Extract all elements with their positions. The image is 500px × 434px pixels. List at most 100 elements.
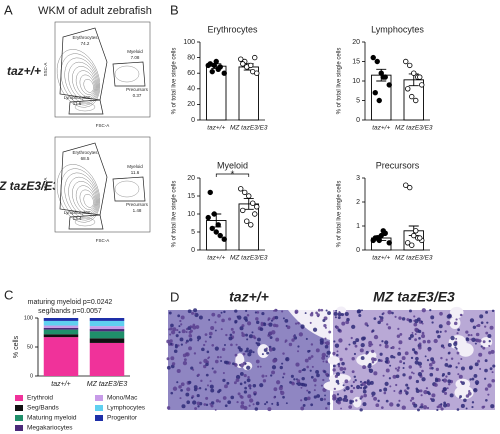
- nucleus: [359, 348, 364, 353]
- nucleus: [198, 387, 202, 390]
- nucleus: [480, 321, 484, 325]
- nucleus: [444, 330, 447, 333]
- nucleus: [230, 327, 234, 331]
- nucleus: [470, 338, 473, 341]
- y-tick-label: 0: [191, 117, 195, 124]
- nucleus: [417, 371, 423, 377]
- nucleus: [371, 391, 376, 396]
- nucleus: [185, 339, 189, 343]
- nucleus: [445, 375, 448, 378]
- data-point: [409, 242, 415, 248]
- gate: [112, 61, 146, 87]
- nucleus: [301, 382, 306, 387]
- nucleus: [221, 318, 225, 323]
- nucleus: [380, 406, 384, 410]
- nucleus: [311, 365, 314, 368]
- nucleus: [257, 365, 260, 368]
- nucleus: [176, 368, 181, 374]
- nucleus: [349, 399, 353, 403]
- nucleus: [396, 403, 400, 407]
- data-point: [411, 232, 417, 239]
- nucleus: [275, 337, 280, 342]
- nucleus: [447, 383, 451, 386]
- nucleus: [350, 384, 353, 388]
- nucleus: [384, 381, 389, 386]
- nucleus: [314, 384, 317, 387]
- data-point: [380, 74, 386, 80]
- nucleus: [243, 316, 248, 321]
- nucleus: [276, 380, 281, 385]
- nucleus: [243, 405, 248, 411]
- nucleus: [281, 362, 284, 365]
- nucleus: [247, 352, 252, 357]
- nucleus: [352, 380, 355, 384]
- nucleus: [206, 350, 210, 354]
- x-tick-label: MZ tazE3/E3: [395, 125, 433, 132]
- gate-value: 0.37: [133, 93, 142, 98]
- nucleus: [255, 401, 260, 406]
- nucleus: [414, 338, 417, 342]
- nucleus: [421, 331, 425, 335]
- nucleus: [430, 366, 434, 370]
- nucleus: [384, 340, 389, 345]
- data-point: [405, 86, 411, 92]
- contour: [83, 193, 94, 208]
- data-point: [376, 237, 382, 244]
- data-point: [405, 240, 411, 246]
- contour: [75, 70, 96, 97]
- legend-swatch: [15, 395, 23, 401]
- nucleus: [381, 340, 384, 343]
- nucleus: [379, 352, 383, 356]
- nucleus: [414, 327, 419, 332]
- nucleus: [276, 403, 280, 406]
- nucleus: [261, 312, 265, 316]
- nucleus: [169, 333, 172, 336]
- nucleus: [188, 337, 193, 342]
- nucleus: [240, 401, 245, 405]
- legend-swatch: [15, 405, 23, 411]
- nucleus: [282, 372, 286, 376]
- nucleus: [389, 402, 394, 407]
- data-point: [211, 211, 217, 217]
- nucleus: [328, 330, 332, 334]
- data-point: [374, 58, 380, 65]
- nucleus: [440, 407, 444, 411]
- nucleus: [355, 338, 360, 343]
- nucleus: [380, 359, 383, 362]
- y-tick-label: 15: [187, 193, 195, 200]
- nucleus: [242, 352, 246, 356]
- annotation: seg/bands p=0.0057: [38, 308, 102, 315]
- nucleus: [178, 325, 181, 328]
- nucleus: [412, 372, 415, 375]
- nucleus: [478, 352, 483, 357]
- nucleus: [343, 389, 346, 392]
- nucleus: [306, 396, 311, 401]
- nucleus: [431, 360, 436, 365]
- plot-frame: [54, 136, 151, 233]
- nucleus: [341, 361, 345, 366]
- nucleus: [425, 387, 429, 390]
- data-point: [411, 70, 417, 76]
- nucleus: [236, 400, 239, 404]
- nucleus: [414, 333, 417, 336]
- y-tick-label: 20: [187, 175, 195, 182]
- x-tick-label: MZ tazE3/E3: [87, 381, 128, 388]
- nucleus: [332, 364, 336, 368]
- nucleus: [392, 374, 397, 379]
- nucleus: [450, 357, 454, 360]
- nucleus: [435, 367, 440, 372]
- nucleus: [166, 357, 170, 361]
- data-point: [221, 70, 227, 76]
- nucleus: [193, 385, 198, 389]
- nucleus: [309, 369, 312, 372]
- nucleus: [297, 345, 300, 348]
- nucleus: [415, 379, 420, 384]
- nucleus: [237, 392, 241, 396]
- data-point: [215, 66, 221, 72]
- data-point: [240, 207, 246, 214]
- nucleus: [193, 308, 198, 313]
- contour: [56, 49, 101, 108]
- nucleus: [256, 311, 260, 314]
- nucleus: [246, 347, 249, 351]
- nucleus: [245, 349, 249, 353]
